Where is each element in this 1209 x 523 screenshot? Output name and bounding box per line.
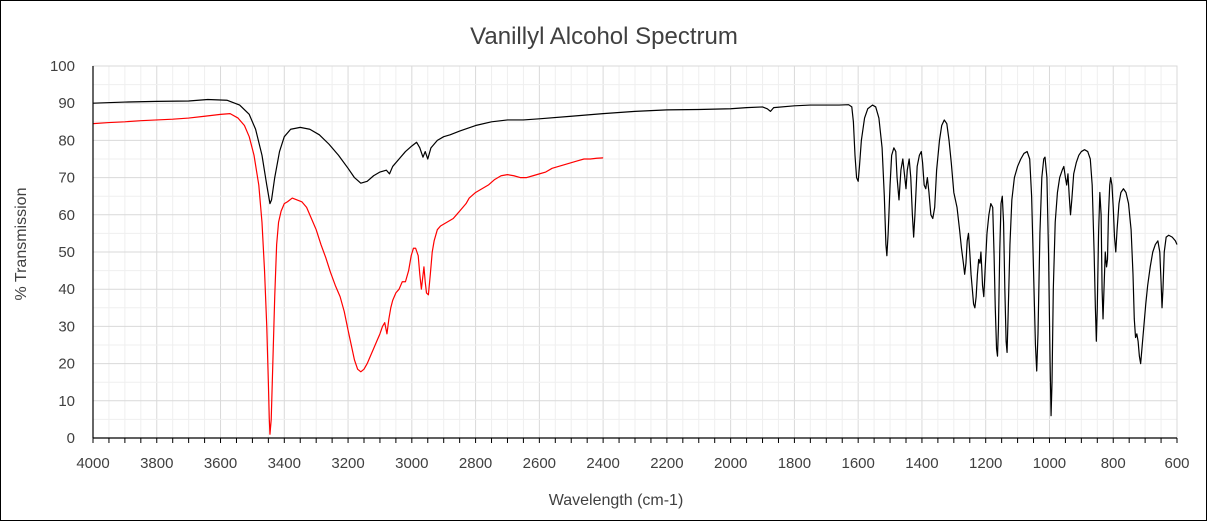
series-group [92, 98, 1178, 435]
x-tick-label: 3400 [268, 455, 301, 472]
y-axis: 0 10 20 30 40 50 60 70 80 90 100 [50, 58, 94, 447]
y-tick-label: 70 [58, 170, 75, 187]
x-tick-label: 2000 [714, 455, 747, 472]
x-tick-label: 2600 [523, 455, 556, 472]
y-tick-label: 40 [58, 281, 75, 298]
y-tick-label: 80 [58, 132, 75, 149]
y-tick-label: 50 [58, 244, 75, 261]
series-line-1 [92, 98, 1178, 417]
x-tick-label: 4000 [76, 455, 109, 472]
x-axis-title: Wavelength (cm-1) [549, 492, 684, 509]
x-tick-label: 1600 [841, 455, 874, 472]
x-tick-label: 2200 [650, 455, 683, 472]
y-tick-label: 20 [58, 356, 75, 373]
y-tick-label: 30 [58, 318, 75, 335]
y-tick-label: 0 [67, 430, 75, 447]
y-tick-label: 90 [58, 95, 75, 112]
y-tick-label: 60 [58, 207, 75, 224]
x-tick-label: 3000 [395, 455, 428, 472]
x-tick-label: 1800 [778, 455, 811, 472]
x-tick-label: 1000 [1033, 455, 1066, 472]
x-tick-label: 3600 [204, 455, 237, 472]
x-tick-label: 1200 [969, 455, 1002, 472]
x-tick-label: 1400 [905, 455, 938, 472]
series-line-2 [92, 113, 604, 435]
x-tick-label: 2400 [586, 455, 619, 472]
y-tick-label: 100 [50, 58, 75, 75]
y-axis-title: % Transmission [13, 188, 30, 301]
y-tick-label: 10 [58, 393, 75, 410]
x-tick-label: 800 [1101, 455, 1126, 472]
chart-title: Vanillyl Alcohol Spectrum [470, 23, 738, 50]
x-tick-label: 2800 [459, 455, 492, 472]
x-tick-label: 3200 [331, 455, 364, 472]
gridlines [92, 65, 1178, 439]
x-tick-label: 600 [1164, 455, 1189, 472]
x-tick-label: 3800 [140, 455, 173, 472]
x-axis: 4000 3800 3600 3400 3200 3000 2800 2600 2400 2200… [76, 437, 1190, 472]
